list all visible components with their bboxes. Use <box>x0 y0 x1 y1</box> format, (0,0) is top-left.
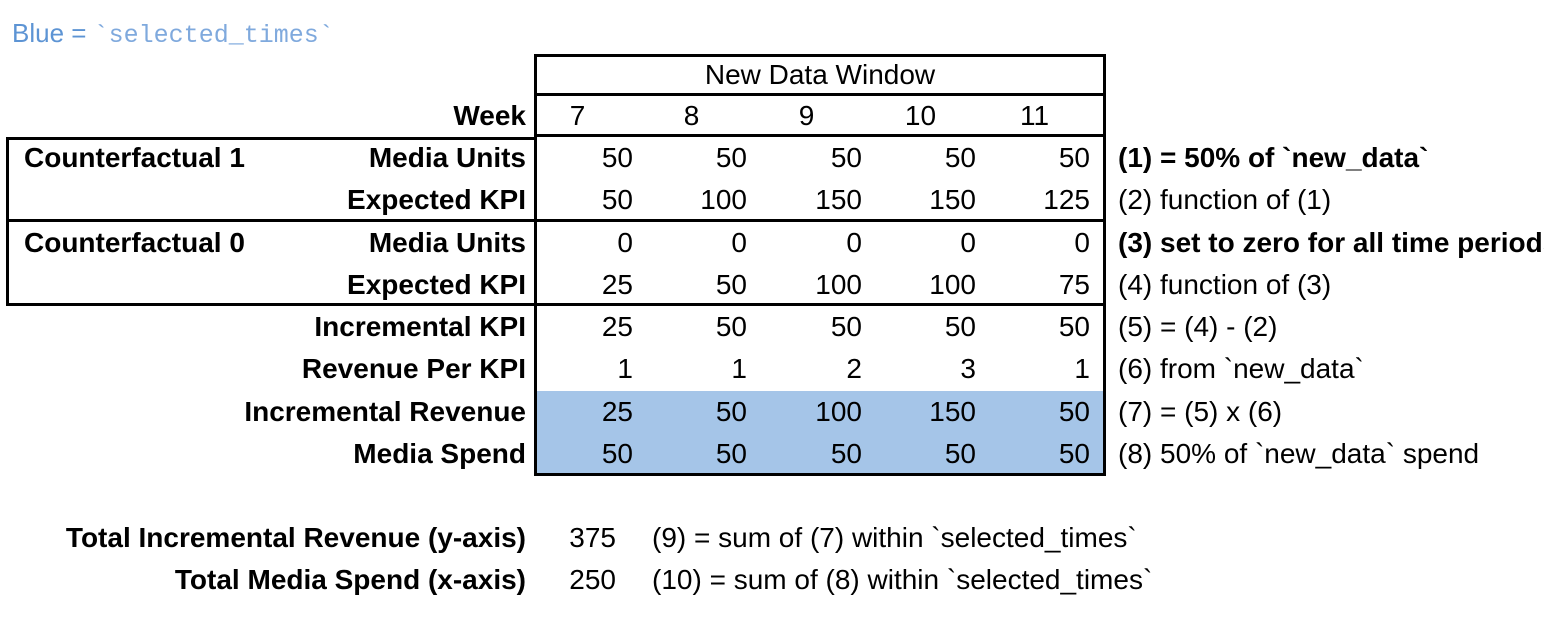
cell-r1-w9: 150 <box>815 184 862 215</box>
cell-r1-w11: 125 <box>1043 184 1090 215</box>
divider-below-counterfactual-1 <box>534 219 1106 222</box>
annotation-3: (3) set to zero for all time periods <box>1118 227 1544 258</box>
annotation-5: (5) = (4) - (2) <box>1118 311 1278 342</box>
annotation-6: (6) from `new_data` <box>1118 353 1364 384</box>
annotation-8: (8) 50% of `new_data` spend <box>1118 438 1480 469</box>
row-label-incremental-revenue: Incremental Revenue <box>244 396 526 427</box>
cell-r3-w11: 75 <box>1058 269 1090 300</box>
cell-r2-w8: 0 <box>731 227 747 258</box>
cell-r2-w10: 0 <box>960 227 976 258</box>
total-media-spend-value: 250 <box>569 564 616 595</box>
cell-r7-w7: 50 <box>601 438 633 469</box>
annotation-10: (10) = sum of (8) within `selected_times… <box>652 564 1153 595</box>
legend: Blue = `selected_times` <box>12 18 334 50</box>
cell-r3-w10: 100 <box>929 269 976 300</box>
week-11-header: 11 <box>1019 100 1050 131</box>
cell-r4-w8: 50 <box>715 311 747 342</box>
cell-r4-w10: 50 <box>944 311 976 342</box>
cell-r4-w9: 50 <box>830 311 862 342</box>
week-7-header: 7 <box>569 100 586 131</box>
row-label-incremental-kpi: Incremental KPI <box>314 311 526 342</box>
counterfactual-0-box <box>6 219 534 306</box>
total-media-spend-label: Total Media Spend (x-axis) <box>174 564 526 595</box>
annotation-7: (7) = (5) x (6) <box>1118 396 1283 427</box>
divider-below-counterfactual-0 <box>534 303 1106 306</box>
selected-times-highlight <box>537 391 1103 473</box>
row-label-media-units-cf0: Media Units <box>368 227 526 258</box>
cell-r4-w7: 25 <box>601 311 633 342</box>
annotation-2: (2) function of (1) <box>1118 184 1332 215</box>
cell-r3-w7: 25 <box>601 269 633 300</box>
cell-r7-w9: 50 <box>830 438 862 469</box>
cell-r0-w9: 50 <box>830 142 862 173</box>
row-label-media-spend: Media Spend <box>353 438 526 469</box>
cell-r7-w8: 50 <box>715 438 747 469</box>
annotation-1: (1) = 50% of `new_data` <box>1118 142 1429 173</box>
cell-r0-w11: 50 <box>1058 142 1090 173</box>
cell-r2-w7: 0 <box>617 227 633 258</box>
cell-r5-w7: 1 <box>617 353 633 384</box>
annotation-9: (9) = sum of (7) within `selected_times` <box>652 522 1137 553</box>
data-window-table-border <box>534 54 1106 476</box>
cell-r0-w10: 50 <box>944 142 976 173</box>
cell-r3-w9: 100 <box>815 269 862 300</box>
cell-r4-w11: 50 <box>1058 311 1090 342</box>
cell-r1-w10: 150 <box>929 184 976 215</box>
legend-code-selected-times: `selected_times` <box>93 21 334 50</box>
cell-r0-w7: 50 <box>601 142 633 173</box>
cell-r1-w7: 50 <box>601 184 633 215</box>
new-data-window-header: New Data Window <box>704 59 936 90</box>
cell-r6-w7: 25 <box>601 396 633 427</box>
cell-r6-w11: 50 <box>1058 396 1090 427</box>
row-label-revenue-per-kpi: Revenue Per KPI <box>301 353 526 384</box>
divider-below-window-header <box>534 93 1106 96</box>
row-label-media-units-cf1: Media Units <box>368 142 526 173</box>
total-incremental-revenue-value: 375 <box>569 522 616 553</box>
week-label: Week <box>453 100 526 131</box>
cell-r2-w11: 0 <box>1074 227 1090 258</box>
week-9-header: 9 <box>798 100 815 131</box>
cell-r5-w8: 1 <box>731 353 747 384</box>
legend-prefix: Blue = <box>12 18 94 48</box>
divider-below-week-row <box>534 134 1106 137</box>
cell-r7-w10: 50 <box>944 438 976 469</box>
cell-r6-w8: 50 <box>715 396 747 427</box>
cell-r6-w10: 150 <box>929 396 976 427</box>
group-label-counterfactual-0: Counterfactual 0 <box>24 227 245 258</box>
group-label-counterfactual-1: Counterfactual 1 <box>24 142 245 173</box>
cell-r1-w8: 100 <box>700 184 747 215</box>
week-10-header: 10 <box>904 100 937 131</box>
cell-r3-w8: 50 <box>715 269 747 300</box>
week-8-header: 8 <box>683 100 700 131</box>
cell-r2-w9: 0 <box>846 227 862 258</box>
cell-r5-w11: 1 <box>1074 353 1090 384</box>
row-label-expected-kpi-cf1: Expected KPI <box>347 184 526 215</box>
cell-r5-w10: 3 <box>960 353 976 384</box>
total-incremental-revenue-label: Total Incremental Revenue (y-axis) <box>65 522 526 553</box>
row-label-expected-kpi-cf0: Expected KPI <box>347 269 526 300</box>
cell-r6-w9: 100 <box>815 396 862 427</box>
annotation-4: (4) function of (3) <box>1118 269 1332 300</box>
cell-r5-w9: 2 <box>846 353 862 384</box>
cell-r0-w8: 50 <box>715 142 747 173</box>
cell-r7-w11: 50 <box>1058 438 1090 469</box>
